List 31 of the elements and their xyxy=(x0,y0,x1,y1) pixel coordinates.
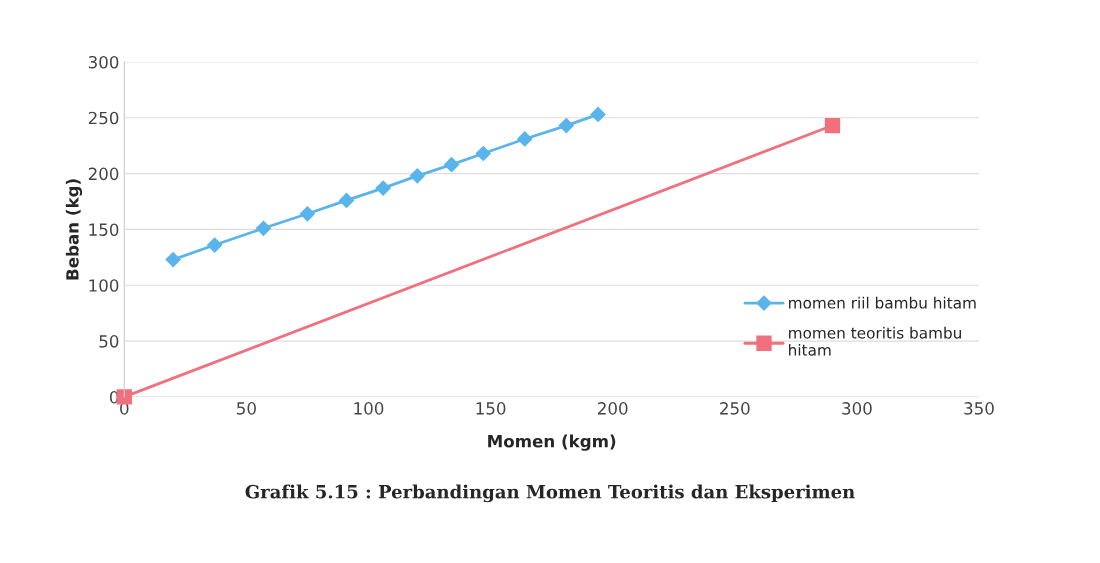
x-tick-label: 200 xyxy=(598,402,628,415)
x-tick-label: 50 xyxy=(237,402,256,415)
point xyxy=(590,106,606,122)
point xyxy=(475,145,491,162)
point xyxy=(375,180,391,196)
x-tick-label: 100 xyxy=(354,402,384,415)
x-tick-label: 300 xyxy=(842,402,872,415)
y-tick-label: 150 xyxy=(89,223,119,236)
legend-label: momen teoritis bambu hitam xyxy=(789,326,961,356)
point xyxy=(165,252,181,268)
point xyxy=(207,237,223,253)
x-tick-label: 150 xyxy=(476,402,506,415)
point xyxy=(517,131,533,147)
point xyxy=(338,192,355,208)
point xyxy=(558,118,574,134)
legend-label: momen riil bambu hitam xyxy=(789,296,976,309)
y-axis-title: Beban (kg) xyxy=(65,179,83,280)
y-tick-label: 50 xyxy=(99,335,119,348)
x-tick-label: 250 xyxy=(720,402,750,415)
x-tick-label: 350 xyxy=(964,402,994,415)
x-axis-title: Momen (kgm) xyxy=(488,434,616,451)
text: Grafik 5.15 : Perbandingan Momen Teoritis dan Eksperimen xyxy=(245,484,855,503)
y-tick-label: 250 xyxy=(88,111,119,125)
point xyxy=(409,168,425,184)
y-tick-label: 100 xyxy=(89,279,119,292)
point xyxy=(824,117,841,134)
point xyxy=(255,220,272,236)
point xyxy=(299,206,316,222)
point xyxy=(443,157,460,173)
y-tick-label: 200 xyxy=(88,167,119,181)
y-tick-label: 300 xyxy=(88,55,119,69)
